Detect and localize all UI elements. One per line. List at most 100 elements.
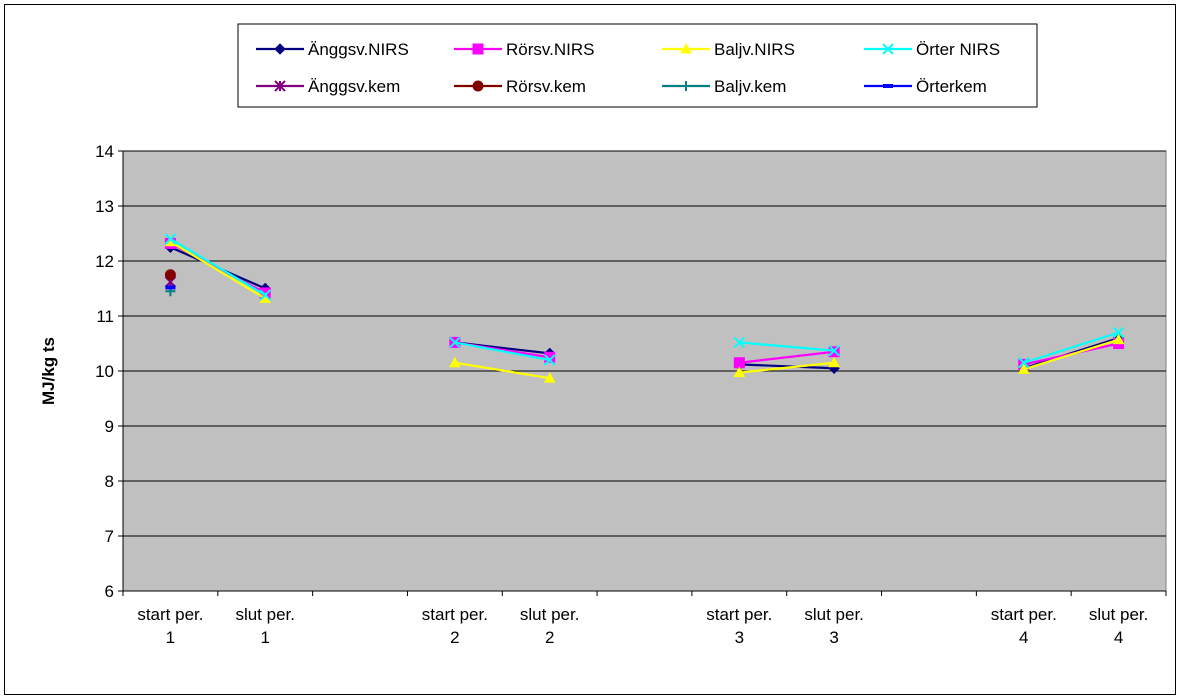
data-point [1112,333,1125,345]
series-line [739,350,835,364]
marker-shape [733,357,745,369]
legend-marker [472,80,484,92]
series-7 [165,285,176,290]
legend-label: Örterkem [916,77,987,96]
marker-shape [543,372,556,383]
y-tick-label: 6 [105,582,114,601]
marker-shape [449,356,461,368]
legend-label: Baljv.kem [714,77,786,96]
y-tick-label: 10 [95,362,114,381]
series-5 [164,269,176,281]
x-tick-label: start per. [137,605,203,624]
data-point [449,336,461,349]
y-tick-label: 8 [105,472,114,491]
data-point [449,356,461,368]
marker-shape [680,42,692,54]
marker-shape [1018,357,1030,369]
marker-shape [165,285,176,290]
legend-entry: Örterkem [864,77,987,96]
legend-box [237,23,1038,108]
data-point [733,357,745,369]
legend-marker [274,80,286,92]
marker-shape [449,336,461,349]
x-tick-label-line2: 1 [260,628,269,647]
legend-entry: Änggsv.kem [256,77,400,96]
data-point [733,366,746,378]
series-line [1023,331,1119,364]
legend-marker [680,42,692,54]
marker-shape [544,351,556,363]
legend-label: Rörsv.NIRS [506,40,594,59]
marker-shape [1112,326,1125,339]
x-tick-label: slut per. [1089,605,1149,624]
series-line [454,361,550,380]
legend-entry: Rörsv.kem [454,77,586,96]
legend-label: Rörsv.kem [506,77,586,96]
marker-shape [883,84,893,88]
data-point [259,289,271,301]
data-point [164,269,176,281]
marker-shape [733,336,746,349]
data-point [543,354,556,366]
marker-shape [828,344,840,357]
series-line [739,363,835,370]
series-line [169,240,266,300]
data-point [828,344,840,357]
legend-label: Baljv.NIRS [714,40,795,59]
legend-marker [681,81,691,91]
y-axis-label: MJ/kg ts [39,337,58,405]
legend-marker [274,43,286,55]
marker-shape [828,356,840,368]
marker-shape [472,43,484,55]
x-tick-label-line2: 2 [450,628,459,647]
x-tick-label-line2: 4 [1114,628,1123,647]
marker-shape [1112,333,1125,345]
legend-marker [472,43,484,55]
x-tick-label: slut per. [520,605,580,624]
legend-marker [882,43,894,55]
x-tick-label: slut per. [235,605,295,624]
x-tick-label: start per. [422,605,488,624]
legend-entry: Baljv.NIRS [662,40,795,59]
chart-svg: 6 7 8 9 10 11 12 13 14 start per. 1 slut per. 1 start… [39,23,1167,647]
series-line [454,341,550,362]
x-tick-label-line2: 3 [829,628,838,647]
legend-entry: Änggsv.NIRS [256,40,409,59]
legend-label: Änggsv.NIRS [308,40,409,59]
x-tick-label-line2: 4 [1019,628,1028,647]
series-line [739,361,835,374]
legend-label: Örter NIRS [916,40,1000,59]
x-tick-label: start per. [991,605,1057,624]
y-tick-label: 7 [105,527,114,546]
y-tick-label: 9 [105,417,114,436]
marker-shape [681,81,691,91]
legend-entry: Rörsv.NIRS [454,40,594,59]
legend-entry: Örter NIRS [864,40,1000,59]
x-tick-label: slut per. [804,605,864,624]
marker-shape [164,233,177,245]
series-2 [164,235,1125,383]
data-point [1112,326,1125,339]
y-tick-label: 11 [96,307,114,326]
data-point [1018,357,1030,369]
x-tick-label-line2: 2 [545,628,554,647]
marker-shape [274,43,286,55]
data-point [543,372,556,383]
data-point [828,356,840,368]
data-point [544,351,556,363]
y-tick-label: 12 [95,252,114,271]
x-tick-label: start per. [706,605,772,624]
series-line [169,238,266,297]
legend-label: Änggsv.kem [308,77,400,96]
x-tick-label-line2: 1 [166,628,175,647]
y-tick-label: 14 [95,142,114,161]
y-tick-label: 13 [95,197,114,216]
x-tick-label-line2: 3 [735,628,744,647]
series-line [739,341,835,352]
marker-shape [733,366,746,378]
data-point [1017,363,1030,374]
marker-shape [472,80,484,92]
marker-shape [543,354,556,366]
marker-shape [259,289,271,301]
data-point [165,285,176,290]
